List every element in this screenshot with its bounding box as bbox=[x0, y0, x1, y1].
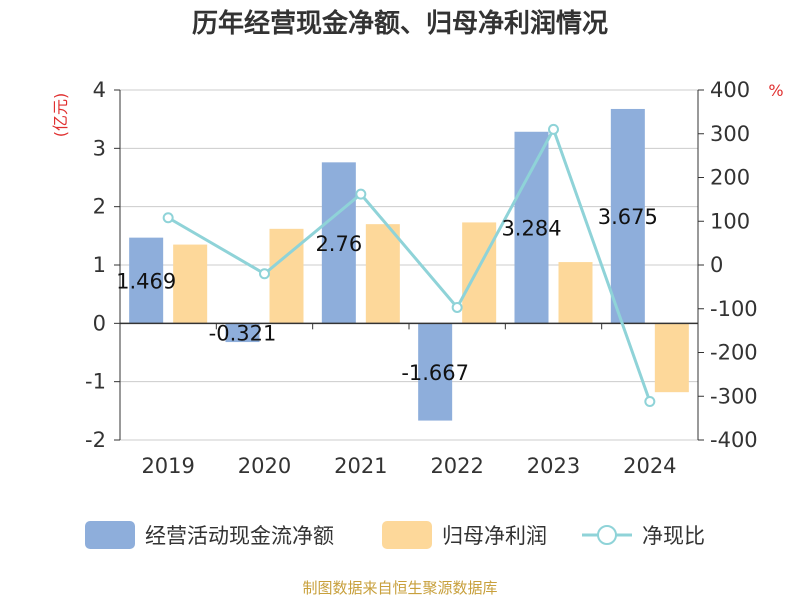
cashflow-bar bbox=[321, 162, 356, 324]
legend[interactable]: 经营活动现金流净额 归母净利润 净现比 bbox=[85, 521, 705, 549]
right-tick-label: -400 bbox=[710, 428, 758, 452]
net-profit-bar bbox=[269, 228, 304, 324]
legend-swatch-net-profit bbox=[382, 521, 432, 549]
cashflow-bar bbox=[514, 131, 549, 324]
x-tick-label: 2023 bbox=[527, 454, 580, 478]
right-tick-label: 300 bbox=[710, 122, 750, 146]
net-profit-bar bbox=[173, 244, 208, 324]
x-tick-label: 2020 bbox=[238, 454, 291, 478]
legend-label-net-profit: 归母净利润 bbox=[442, 524, 547, 548]
cashflow-bar bbox=[225, 323, 260, 343]
legend-label-ratio: 净现比 bbox=[642, 524, 705, 548]
left-tick-label: -2 bbox=[85, 428, 106, 452]
cashflow-bar bbox=[129, 237, 164, 324]
left-tick-label: 4 bbox=[93, 78, 106, 102]
net-profit-bar bbox=[558, 262, 593, 324]
left-axis-unit: (亿元) bbox=[51, 93, 70, 138]
cashflow-bar bbox=[610, 108, 645, 324]
data-labels: 1.469 -0.321 2.76 -1.667 3.284 3.675 bbox=[116, 205, 658, 385]
left-tick-label: 0 bbox=[93, 311, 106, 335]
ratio-point bbox=[451, 301, 463, 313]
right-tick-label: 100 bbox=[710, 209, 750, 233]
x-tick-label: 2021 bbox=[334, 454, 387, 478]
right-axis-unit: % bbox=[768, 81, 783, 100]
axes: 4 3 2 1 0 -1 -2 400 300 200 100 0 -100 -200 -300 -400 20… bbox=[85, 78, 758, 478]
cashflow-data-label: 3.284 bbox=[501, 217, 561, 241]
left-tick-label: 3 bbox=[93, 136, 106, 160]
net-profit-bar bbox=[654, 323, 689, 393]
source-note: 制图数据来自恒生聚源数据库 bbox=[302, 579, 497, 597]
right-tick-label: 400 bbox=[710, 78, 750, 102]
net-profit-bar bbox=[365, 224, 400, 324]
x-tick-label: 2022 bbox=[430, 454, 483, 478]
cashflow-data-label: 1.469 bbox=[116, 269, 176, 293]
right-tick-label: 0 bbox=[710, 253, 723, 277]
ratio-line bbox=[162, 123, 656, 407]
right-tick-label: 200 bbox=[710, 166, 750, 190]
ratio-point bbox=[259, 268, 270, 280]
chart-title: 历年经营现金净额、归母净利润情况 bbox=[192, 8, 608, 39]
bars bbox=[129, 108, 689, 421]
x-tick-label: 2024 bbox=[623, 454, 676, 478]
right-tick-label: -100 bbox=[710, 297, 758, 321]
ratio-point bbox=[355, 188, 367, 200]
right-tick-label: -200 bbox=[710, 341, 758, 365]
cashflow-bar bbox=[418, 323, 453, 421]
left-tick-label: -1 bbox=[85, 370, 106, 394]
x-tick-label: 2019 bbox=[141, 454, 194, 478]
legend-swatch-ratio-marker bbox=[597, 525, 617, 545]
ratio-line-path bbox=[167, 125, 652, 403]
right-tick-label: -300 bbox=[710, 384, 758, 408]
cashflow-data-label: 2.76 bbox=[315, 232, 362, 256]
net-profit-bar bbox=[462, 222, 497, 324]
legend-label-cashflow: 经营活动现金流净额 bbox=[145, 524, 334, 548]
ratio-point bbox=[644, 396, 656, 407]
cashflow-data-label: -1.667 bbox=[401, 361, 469, 385]
legend-swatch-cashflow bbox=[85, 521, 135, 549]
cashflow-data-label: -0.321 bbox=[209, 322, 277, 346]
left-tick-label: 2 bbox=[93, 195, 106, 219]
cashflow-data-label: 3.675 bbox=[598, 205, 658, 229]
left-tick-label: 1 bbox=[93, 253, 106, 277]
ratio-point bbox=[548, 123, 559, 135]
ratio-point bbox=[162, 212, 174, 224]
